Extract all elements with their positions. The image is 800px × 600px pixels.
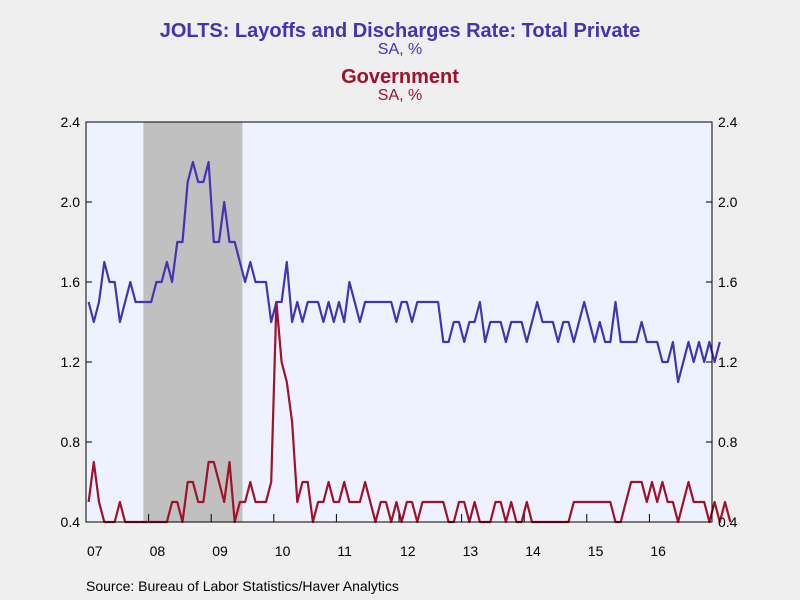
x-tick-label: 13 <box>463 543 479 559</box>
y-tick-label-right: 1.6 <box>718 274 738 290</box>
x-tick-label: 11 <box>337 543 352 559</box>
x-tick-label: 08 <box>150 543 166 559</box>
chart-subtitle-private: SA, % <box>377 41 423 58</box>
recession-shading-layer <box>143 122 243 522</box>
y-tick-label-right: 2.4 <box>718 114 738 130</box>
chart-title-government: Government <box>341 66 459 88</box>
y-tick-label-left: 2.0 <box>61 194 81 210</box>
series-line-government <box>87 300 732 524</box>
y-tick-label-right: 2.0 <box>718 194 738 210</box>
y-tick-label-right: 0.4 <box>718 514 738 530</box>
y-tick-label-left: 1.2 <box>61 354 81 370</box>
x-tick-label: 14 <box>525 543 541 559</box>
y-tick-label-left: 0.8 <box>61 434 81 450</box>
x-tick-label: 12 <box>400 543 416 559</box>
source-note: Source: Bureau of Labor Statistics/Haver… <box>86 578 399 594</box>
x-tick-label: 16 <box>650 543 666 559</box>
x-tick-label: 15 <box>588 543 604 559</box>
series-line-private <box>87 160 721 384</box>
x-tick-label: 10 <box>275 543 291 559</box>
y-tick-label-left: 0.4 <box>61 514 81 530</box>
y-tick-label-left: 2.4 <box>61 114 81 130</box>
x-tick-label: 09 <box>212 543 228 559</box>
x-tick-label: 07 <box>87 543 103 559</box>
y-tick-label-right: 0.8 <box>718 434 738 450</box>
series-layer <box>87 160 732 524</box>
chart-subtitle-government: SA, % <box>377 87 423 104</box>
axis-layer: 0.4 0.4 0.8 0.8 1.2 1.2 1.6 1.6 2.0 2.0 2.4 2.4 07 08… <box>61 114 738 559</box>
recession-band <box>143 122 243 522</box>
chart-title-private: JOLTS: Layoffs and Discharges Rate: Tota… <box>159 20 641 42</box>
y-tick-label-right: 1.2 <box>718 354 738 370</box>
y-tick-label-left: 1.6 <box>61 274 81 290</box>
